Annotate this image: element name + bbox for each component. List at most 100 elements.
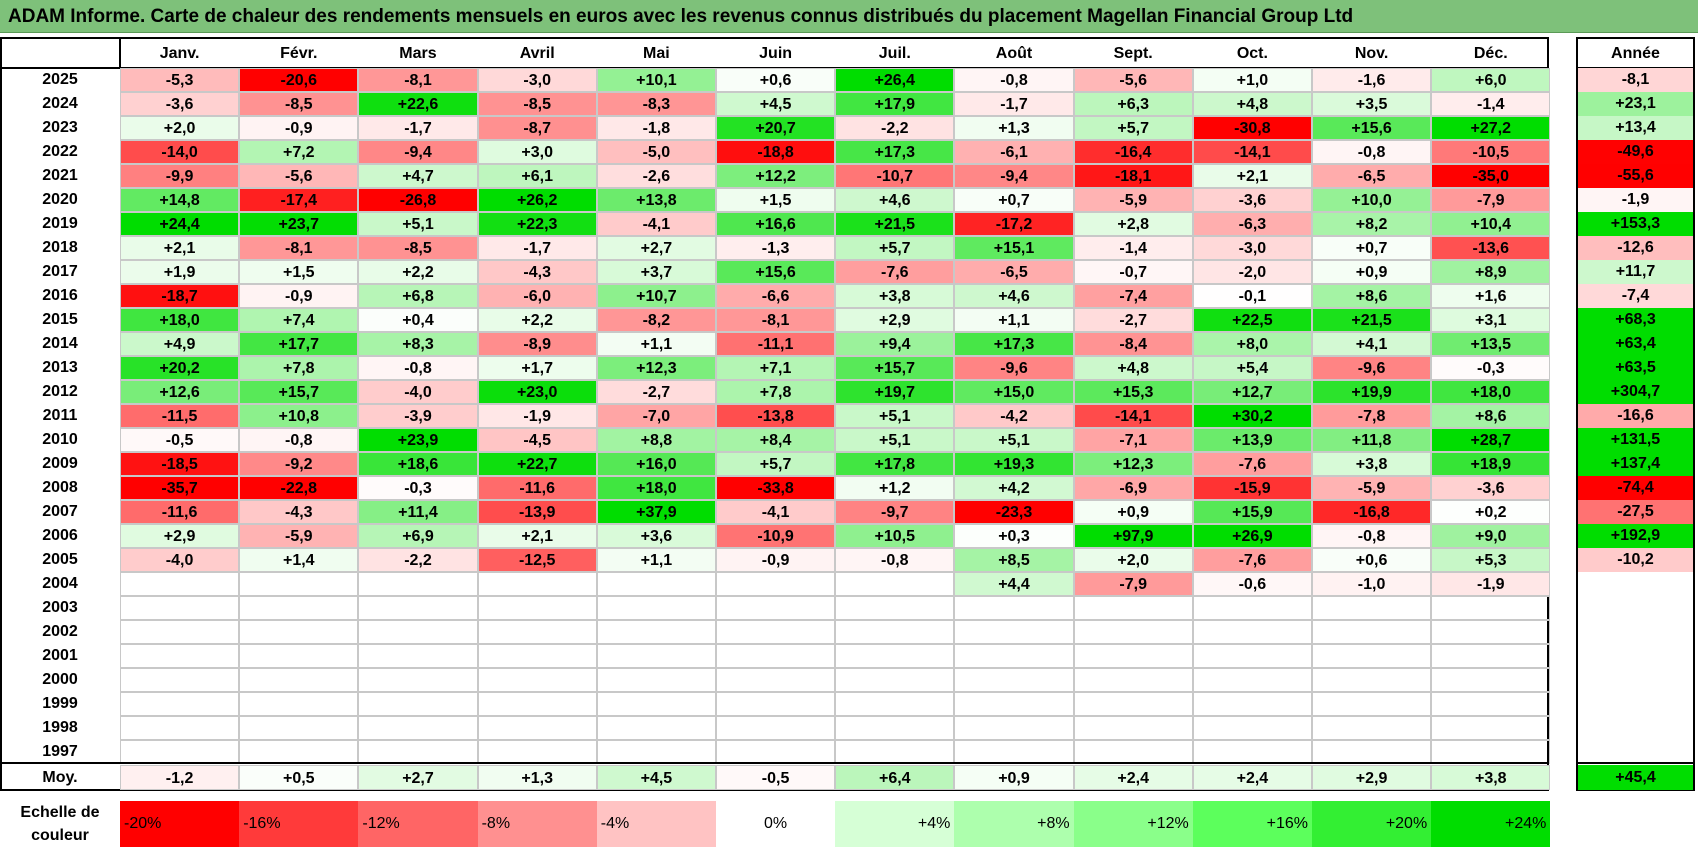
heatmap-cell: -13,9 [477, 500, 597, 524]
heatmap-cell: -6,6 [716, 284, 836, 308]
heatmap-cell: +8,3 [358, 332, 478, 356]
heatmap-cell: +12,3 [1073, 452, 1193, 476]
heatmap-cell: +37,9 [596, 500, 716, 524]
heatmap-cell: +15,7 [835, 356, 955, 380]
year-label: 2016 [42, 287, 78, 304]
heatmap-cell: +0,4 [358, 308, 478, 332]
heatmap-cell [358, 596, 478, 620]
heatmap-cell [239, 644, 359, 668]
heatmap-cell: +26,9 [1192, 524, 1312, 548]
heatmap-cell [239, 668, 359, 692]
heatmap-cell: -6,5 [1312, 164, 1432, 188]
heatmap-cell: +5,1 [358, 212, 478, 236]
year-label: 2015 [42, 311, 78, 328]
heatmap-cell: +1,1 [596, 548, 716, 572]
annual-cell [1578, 572, 1693, 596]
heatmap-cell [477, 596, 597, 620]
year-label: 2022 [42, 143, 78, 160]
color-scale-stop: -8% [477, 801, 597, 847]
month-header: Sept. [1113, 45, 1153, 62]
heatmap-cell: +10,4 [1431, 212, 1551, 236]
heatmap-cell [1431, 692, 1551, 716]
heatmap-cell [835, 740, 955, 764]
heatmap-cell [1073, 740, 1193, 764]
heatmap-cell: +22,5 [1192, 308, 1312, 332]
heatmap-cell: -14,0 [120, 140, 240, 164]
year-label: 2021 [42, 167, 78, 184]
annual-cell: -1,9 [1578, 188, 1693, 212]
heatmap-cell: -4,3 [239, 500, 359, 524]
chart-title: ADAM Informe. Carte de chaleur des rende… [0, 0, 1698, 33]
heatmap-cell: -0,1 [1192, 284, 1312, 308]
heatmap-cell: +8,8 [596, 428, 716, 452]
annual-cell: -49,6 [1578, 140, 1693, 164]
month-header: Nov. [1354, 45, 1389, 62]
heatmap-cell: -3,9 [358, 404, 478, 428]
heatmap-cell: -9,6 [954, 356, 1074, 380]
heatmap-cell: -8,7 [477, 116, 597, 140]
color-scale-stop: -16% [239, 801, 359, 847]
heatmap-cell: -13,6 [1431, 236, 1551, 260]
year-label: 2002 [42, 623, 78, 640]
heatmap-cell: -0,6 [1192, 572, 1312, 596]
heatmap-cell: -3,0 [1192, 236, 1312, 260]
heatmap-cell: +11,4 [358, 500, 478, 524]
heatmap-cell: -5,9 [239, 524, 359, 548]
heatmap-cell: -1,9 [477, 404, 597, 428]
annual-cell: +23,1 [1578, 92, 1693, 116]
heatmap-cell: +10,5 [835, 524, 955, 548]
heatmap-cell: +18,0 [596, 476, 716, 500]
annual-cell [1578, 716, 1693, 740]
heatmap-cell: +0,3 [954, 524, 1074, 548]
heatmap-cell: -7,1 [1073, 428, 1193, 452]
heatmap-cell: -11,1 [716, 332, 836, 356]
year-label: 2000 [42, 671, 78, 688]
heatmap-cell [835, 716, 955, 740]
heatmap-cell: -8,1 [358, 68, 478, 92]
heatmap-cell: -2,7 [1073, 308, 1193, 332]
heatmap-cell: +0,9 [1073, 500, 1193, 524]
heatmap-cell [716, 740, 836, 764]
heatmap-cell: -0,8 [358, 356, 478, 380]
heatmap-cell [1312, 668, 1432, 692]
heatmap-cell: +4,2 [954, 476, 1074, 500]
year-label: 2025 [42, 71, 78, 88]
average-cell: -0,5 [716, 765, 836, 790]
annual-cell: +11,7 [1578, 260, 1693, 284]
heatmap-cell: -4,5 [477, 428, 597, 452]
heatmap-cell: +17,8 [835, 452, 955, 476]
heatmap-cell: -4,3 [477, 260, 597, 284]
heatmap-cell: -6,5 [954, 260, 1074, 284]
heatmap-cell: +13,5 [1431, 332, 1551, 356]
heatmap-cell: +4,4 [954, 572, 1074, 596]
heatmap-cell: +11,8 [1312, 428, 1432, 452]
heatmap-cell [596, 692, 716, 716]
year-label: 2010 [42, 431, 78, 448]
heatmap-cell [954, 644, 1074, 668]
heatmap-cell [1431, 668, 1551, 692]
heatmap-cell [239, 716, 359, 740]
heatmap-cell [716, 572, 836, 596]
annual-cell: +131,5 [1578, 428, 1693, 452]
color-scale-stop: -4% [596, 801, 716, 847]
heatmap-cell: -8,9 [477, 332, 597, 356]
heatmap-cell: -17,4 [239, 188, 359, 212]
heatmap-cell [1312, 644, 1432, 668]
heatmap-cell: +16,6 [716, 212, 836, 236]
heatmap-cell: +4,6 [954, 284, 1074, 308]
average-cell: +0,9 [954, 765, 1074, 790]
heatmap-cell [1192, 692, 1312, 716]
heatmap-cell: -1,6 [1312, 68, 1432, 92]
heatmap-cell: -5,0 [596, 140, 716, 164]
heatmap-cell: -20,6 [239, 68, 359, 92]
heatmap-cell: +15,7 [239, 380, 359, 404]
heatmap-cell [1192, 644, 1312, 668]
heatmap-cell [835, 572, 955, 596]
heatmap-cell: -0,8 [239, 428, 359, 452]
average-cell: +6,4 [835, 765, 955, 790]
annual-cell: +13,4 [1578, 116, 1693, 140]
heatmap-cell: +2,1 [1192, 164, 1312, 188]
heatmap-cell: +0,2 [1431, 500, 1551, 524]
heatmap-cell [596, 740, 716, 764]
heatmap-cell: +24,4 [120, 212, 240, 236]
